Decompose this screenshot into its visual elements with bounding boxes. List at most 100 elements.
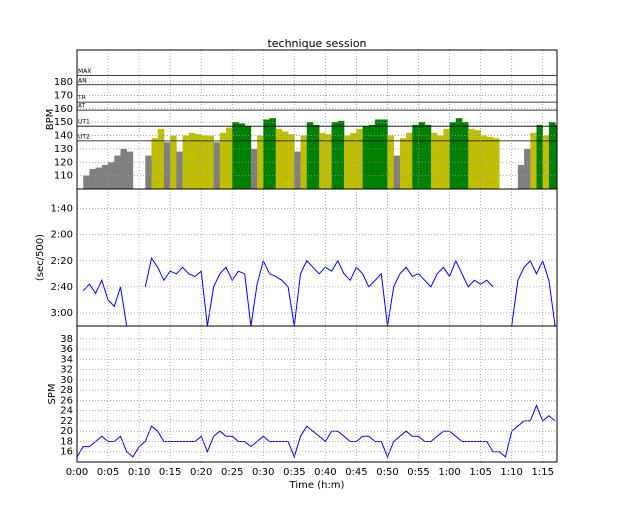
hr-bar bbox=[337, 120, 345, 189]
hr-bar bbox=[356, 128, 363, 189]
hr-bar bbox=[294, 151, 301, 189]
y-tick-label: 38 bbox=[60, 334, 73, 345]
hr-bar bbox=[461, 122, 469, 189]
panel bbox=[82, 256, 556, 326]
x-tick-label: 0:35 bbox=[283, 467, 305, 478]
y-axis-label: (sec/500) bbox=[35, 234, 46, 281]
hr-bar bbox=[548, 122, 556, 189]
x-tick-label: 0:20 bbox=[190, 467, 212, 478]
hr-bar bbox=[232, 122, 239, 189]
x-tick-label: 1:10 bbox=[500, 467, 522, 478]
hr-bar bbox=[449, 122, 457, 189]
y-axis-label: BPM bbox=[45, 109, 56, 131]
hr-bar bbox=[430, 132, 438, 189]
x-tick-label: 1:15 bbox=[531, 467, 553, 478]
y-tick-label: 36 bbox=[60, 344, 73, 355]
hr-bar bbox=[281, 131, 289, 189]
y-tick-label: 110 bbox=[54, 171, 73, 182]
data-line bbox=[77, 404, 556, 459]
hr-bar bbox=[145, 155, 152, 189]
data-line bbox=[82, 256, 556, 326]
x-tick-label: 0:15 bbox=[159, 467, 181, 478]
x-tick-label: 0:30 bbox=[252, 467, 274, 478]
x-tick-label: 0:45 bbox=[345, 467, 367, 478]
y-tick-label: 120 bbox=[54, 157, 73, 168]
hr-bar bbox=[480, 135, 488, 189]
y-tick-label: 34 bbox=[60, 354, 73, 365]
hr-bar bbox=[101, 164, 109, 189]
hr-bar bbox=[114, 155, 121, 189]
x-tick-label: 0:05 bbox=[97, 467, 119, 478]
hr-bar bbox=[536, 124, 544, 189]
y-tick-label: 22 bbox=[60, 416, 73, 427]
hr-bar bbox=[455, 118, 463, 189]
hr-bar bbox=[120, 148, 127, 189]
y-tick-label: 1:40 bbox=[51, 204, 73, 215]
hr-bar bbox=[275, 128, 283, 189]
hr-bar bbox=[375, 119, 382, 189]
hr-bar bbox=[207, 135, 214, 189]
hr-bar bbox=[493, 138, 500, 189]
y-tick-label: 16 bbox=[60, 447, 73, 458]
hr-bar bbox=[151, 138, 159, 189]
hr-bar bbox=[399, 138, 407, 189]
y-tick-label: 150 bbox=[54, 117, 73, 128]
hr-bar bbox=[250, 148, 258, 189]
y-tick-label: 26 bbox=[60, 395, 73, 406]
y-tick-label: 2:40 bbox=[51, 282, 73, 293]
hr-bar bbox=[312, 124, 320, 189]
hr-bar bbox=[387, 135, 394, 189]
y-tick-label: 160 bbox=[54, 104, 73, 115]
hr-bar bbox=[412, 124, 419, 189]
y-tick-label: 140 bbox=[54, 131, 73, 142]
chart-title: technique session bbox=[267, 37, 366, 50]
hr-bar bbox=[517, 164, 525, 189]
x-tick-label: 0:10 bbox=[128, 467, 150, 478]
zone-label: UT2 bbox=[78, 133, 90, 140]
y-tick-label: 180 bbox=[54, 77, 73, 88]
y-tick-label: 30 bbox=[60, 375, 73, 386]
y-tick-label: 20 bbox=[60, 426, 73, 437]
hr-bar bbox=[486, 136, 494, 189]
zone-label: MAX bbox=[78, 68, 91, 75]
hr-bar bbox=[163, 142, 171, 189]
hr-bar bbox=[238, 123, 245, 189]
hr-bar bbox=[530, 132, 537, 189]
x-tick-label: 0:40 bbox=[314, 467, 336, 478]
hr-bar bbox=[194, 134, 202, 189]
hr-bar bbox=[393, 155, 401, 189]
zone-label: TR bbox=[77, 95, 86, 102]
hr-bar bbox=[424, 124, 432, 189]
hr-bar bbox=[443, 128, 450, 189]
x-tick-label: 0:00 bbox=[66, 467, 88, 478]
hr-bar bbox=[176, 151, 183, 189]
hr-bar bbox=[157, 128, 165, 189]
hr-bar bbox=[474, 130, 481, 189]
hr-bar bbox=[95, 167, 103, 189]
hr-bar bbox=[201, 135, 208, 189]
hr-bar bbox=[108, 162, 115, 189]
y-tick-label: 28 bbox=[60, 385, 73, 396]
x-tick-label: 0:25 bbox=[221, 467, 243, 478]
hr-bar bbox=[331, 122, 339, 189]
hr-bar bbox=[244, 126, 252, 189]
y-tick-label: 2:00 bbox=[51, 230, 73, 241]
x-tick-label: 0:55 bbox=[407, 467, 429, 478]
y-axis-label: SPM bbox=[47, 383, 58, 404]
hr-bar bbox=[219, 132, 227, 189]
x-tick-label: 0:50 bbox=[376, 467, 398, 478]
zone-label: UT1 bbox=[78, 119, 90, 126]
x-axis-label: Time (h:m) bbox=[289, 480, 345, 491]
hr-bar bbox=[126, 151, 134, 189]
hr-bar bbox=[319, 132, 326, 189]
y-tick-label: 170 bbox=[54, 90, 73, 101]
y-tick-label: 24 bbox=[60, 406, 73, 417]
hr-bar bbox=[306, 122, 314, 189]
hr-bar bbox=[263, 119, 270, 189]
y-tick-label: 32 bbox=[60, 365, 73, 376]
hr-bar bbox=[524, 148, 531, 189]
hr-bar bbox=[468, 128, 475, 189]
hr-bar bbox=[368, 124, 376, 189]
y-tick-label: 2:20 bbox=[51, 256, 73, 267]
hr-bar bbox=[89, 168, 96, 189]
